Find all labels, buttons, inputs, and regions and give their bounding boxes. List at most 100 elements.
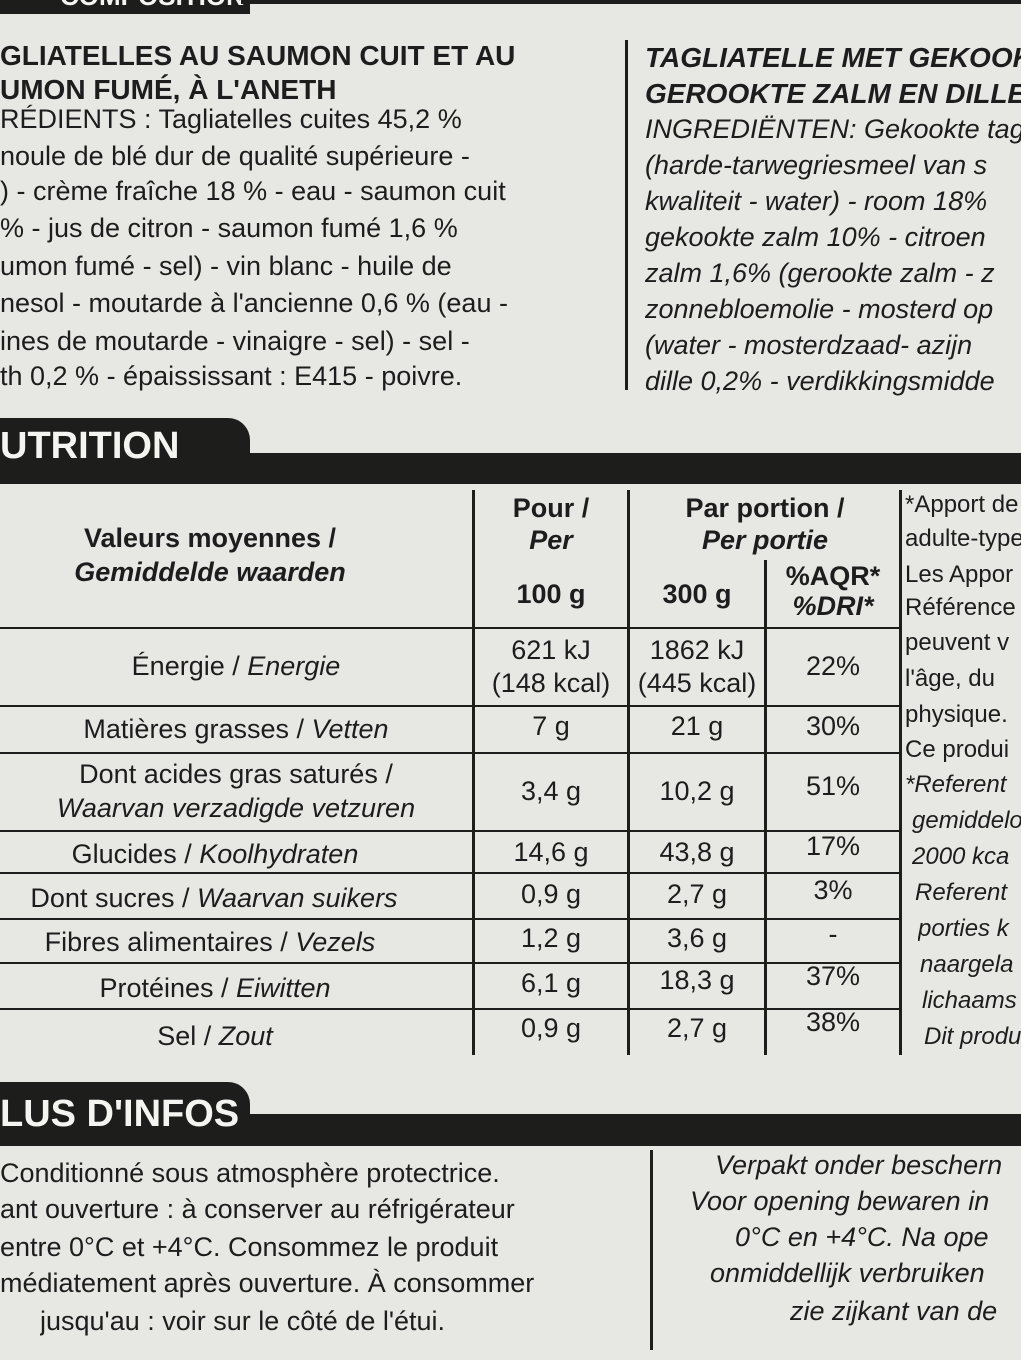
cell-dri: 51% bbox=[805, 771, 861, 801]
cell-portion: 43,8 g bbox=[659, 837, 735, 867]
col-aqr: %AQR* bbox=[785, 561, 881, 591]
more-info-header: LUS D'INFOS bbox=[0, 1093, 240, 1135]
row-label: Glucides / Koolhydraten bbox=[71, 839, 359, 869]
cell-per100: 621 kJ bbox=[511, 635, 591, 665]
cell-per100: 0,9 g bbox=[520, 1013, 582, 1043]
nl-product-title-2: GEROOKTE ZALM EN DILLE bbox=[645, 78, 1021, 109]
fr-product-title-1: GLIATELLES AU SAUMON CUIT ET AU bbox=[0, 40, 516, 71]
cell-dri: 37% bbox=[805, 961, 861, 991]
fr-ingredient-line: % - jus de citron - saumon fumé 1,6 % bbox=[0, 213, 458, 243]
cell-per100: 0,9 g bbox=[520, 879, 582, 909]
side-note-line: naargela bbox=[920, 951, 1014, 978]
table-row-line bbox=[0, 1008, 902, 1010]
row-label: Fibres alimentaires / Vezels bbox=[44, 927, 376, 957]
nutrition-header: UTRITION bbox=[0, 425, 180, 467]
cell-per100: 7 g bbox=[532, 711, 570, 741]
side-note-line: porties k bbox=[918, 915, 1009, 942]
table-row-line bbox=[0, 752, 902, 754]
row-label: Matières grasses / Vetten bbox=[83, 714, 389, 744]
cell-dri: 30% bbox=[805, 711, 861, 741]
table-col-line bbox=[472, 490, 475, 1055]
col-portion-label-1: Par portion / bbox=[685, 493, 845, 523]
more-info-header-rule bbox=[249, 1114, 1021, 1146]
side-note-line: *Referent bbox=[905, 771, 1007, 798]
cell-per100: 6,1 g bbox=[520, 968, 582, 998]
row-label-nl: Waarvan verzadigde vetzuren bbox=[56, 793, 416, 823]
fr-product-title-2: UMON FUMÉ, À L'ANETH bbox=[0, 74, 337, 105]
side-note-line: adulte-type bbox=[905, 525, 1021, 552]
side-note-line: gemiddelo bbox=[912, 807, 1021, 834]
row-label: Énergie / Energie bbox=[131, 651, 341, 681]
fr-ingredient-line: nesol - moutarde à l'ancienne 0,6 % (eau… bbox=[0, 288, 508, 318]
nl-info-line: zie zijkant van de bbox=[790, 1296, 998, 1326]
cell-dri: 22% bbox=[805, 651, 861, 681]
table-col-line bbox=[764, 560, 767, 1055]
fr-ingredient-line: noule de blé dur de qualité supérieure - bbox=[0, 141, 470, 171]
cell-portion: 3,6 g bbox=[666, 923, 728, 953]
side-note-line: Référence bbox=[905, 594, 1016, 621]
col-per100-unit: 100 g bbox=[516, 579, 586, 609]
cell-portion: (445 kcal) bbox=[637, 668, 757, 698]
fr-info-line: Conditionné sous atmosphère protectrice. bbox=[0, 1158, 500, 1188]
nl-ingredient-line: (harde-tarwegriesmeel van s bbox=[645, 150, 988, 180]
fr-info-line: jusqu'au : voir sur le côté de l'étui. bbox=[40, 1306, 446, 1336]
fr-ingredient-line: th 0,2 % - épaississant : E415 - poivre. bbox=[0, 361, 463, 391]
table-col-line bbox=[899, 490, 902, 1055]
col-per100-label-1: Pour / bbox=[512, 493, 590, 523]
nl-info-line: 0°C en +4°C. Na ope bbox=[735, 1222, 989, 1252]
nl-ingredient-line: (water - mosterdzaad- azijn bbox=[645, 330, 973, 360]
side-note-line: peuvent v bbox=[905, 629, 1010, 656]
side-note-line: l'âge, du bbox=[905, 665, 995, 692]
nl-ingredient-line: gekookte zalm 10% - citroen bbox=[645, 222, 986, 252]
nl-ingredient-line: kwaliteit - water) - room 18% bbox=[645, 186, 988, 216]
table-col-line bbox=[627, 490, 630, 1055]
fr-ingredient-line: umon fumé - sel) - vin blanc - huile de bbox=[0, 251, 452, 281]
nutrition-header-rule bbox=[249, 453, 1021, 484]
side-note-line: Les Appor bbox=[905, 561, 1014, 588]
row-label: Protéines / Eiwitten bbox=[99, 973, 331, 1003]
nl-info-line: onmiddellijk verbruiken bbox=[710, 1258, 985, 1288]
cell-per100: 3,4 g bbox=[520, 776, 582, 806]
col-label-fr: Valeurs moyennes / bbox=[83, 523, 337, 553]
table-row-line bbox=[0, 962, 902, 964]
nl-ingredient-line: zonnebloemolie - mosterd op bbox=[645, 294, 994, 324]
table-row-line bbox=[0, 705, 902, 707]
fr-info-line: entre 0°C et +4°C. Consommez le produit bbox=[0, 1232, 499, 1262]
table-row-line bbox=[0, 872, 902, 874]
cell-dri: 3% bbox=[813, 875, 853, 905]
col-portion-label-2: Per portie bbox=[701, 525, 829, 555]
nutrition-header-bar: UTRITION bbox=[0, 418, 250, 484]
fr-ingredient-line: RÉDIENTS : Tagliatelles cuites 45,2 % bbox=[0, 104, 462, 134]
side-note-line: lichaams bbox=[922, 987, 1017, 1014]
cell-dri: 17% bbox=[805, 831, 861, 861]
cell-per100: 14,6 g bbox=[513, 837, 589, 867]
fr-info-line: ant ouverture : à conserver au réfrigéra… bbox=[0, 1194, 515, 1224]
cell-portion: 2,7 g bbox=[666, 1013, 728, 1043]
nl-product-title-1: TAGLIATELLE MET GEKOOKT bbox=[645, 42, 1021, 73]
composition-divider bbox=[625, 40, 628, 390]
nl-ingredient-line: zalm 1,6% (gerookte zalm - z bbox=[645, 258, 995, 288]
fr-info-line: médiatement après ouverture. À consommer bbox=[0, 1268, 535, 1298]
composition-header: COMPOSITION bbox=[60, 0, 245, 11]
col-per100-label-2: Per bbox=[529, 525, 573, 555]
cell-portion: 2,7 g bbox=[666, 879, 728, 909]
side-note-line: 2000 kca bbox=[912, 843, 1010, 870]
cell-per100: (148 kcal) bbox=[491, 668, 611, 698]
cell-portion: 10,2 g bbox=[659, 776, 735, 806]
cell-dri: - bbox=[828, 919, 838, 949]
side-note-line: physique. bbox=[905, 701, 1008, 728]
more-info-divider bbox=[650, 1150, 653, 1350]
cell-portion: 21 g bbox=[670, 711, 724, 741]
composition-header-bar: COMPOSITION bbox=[0, 0, 250, 14]
side-note-line: Referent bbox=[915, 879, 1008, 906]
table-row-line bbox=[0, 830, 902, 832]
nl-info-line: Voor opening bewaren in bbox=[690, 1186, 990, 1216]
nl-ingredient-line: INGREDIËNTEN: Gekookte tag bbox=[645, 114, 1021, 144]
col-portion-unit: 300 g bbox=[662, 579, 732, 609]
cell-portion: 18,3 g bbox=[659, 965, 735, 995]
row-label: Sel / Zout bbox=[157, 1021, 273, 1051]
row-label: Dont sucres / Waarvan suikers bbox=[30, 883, 398, 913]
fr-ingredient-line: ) - crème fraîche 18 % - eau - saumon cu… bbox=[0, 176, 506, 206]
table-row-line bbox=[0, 627, 902, 629]
more-info-header-bar: LUS D'INFOS bbox=[0, 1082, 250, 1146]
